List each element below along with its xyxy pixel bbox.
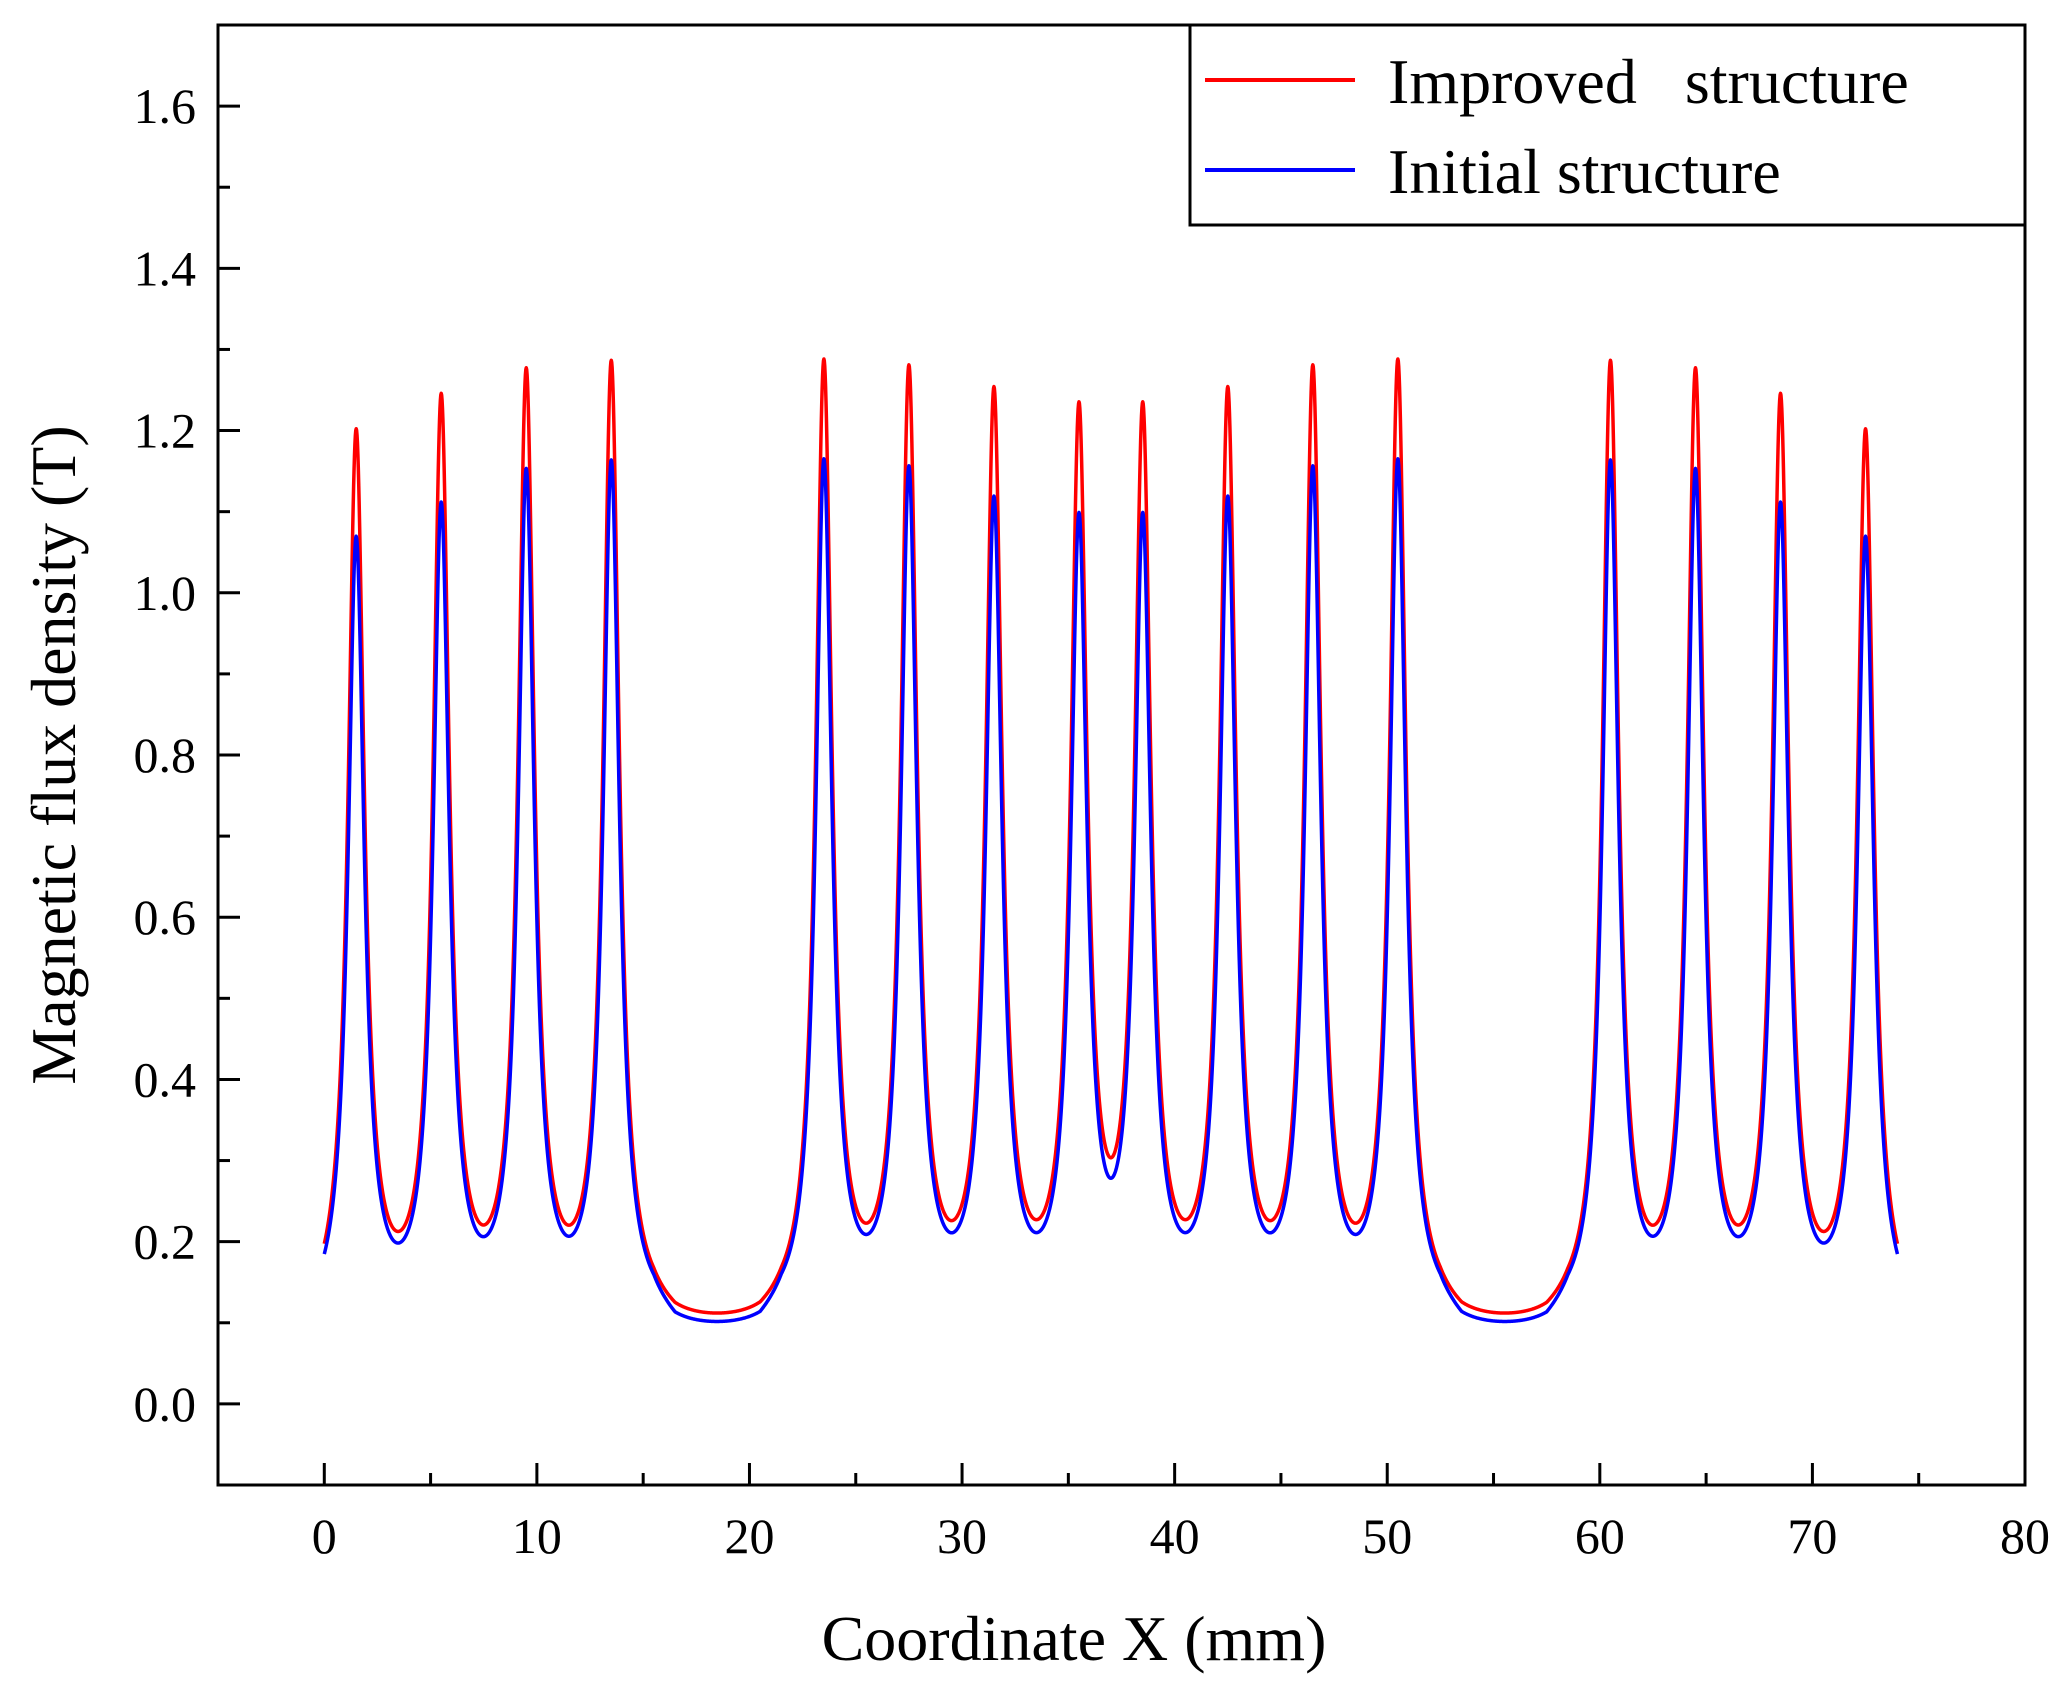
y-tick-label: 0.8 <box>134 727 197 783</box>
series-line-initial <box>322 457 1900 1324</box>
legend-box <box>1188 23 2027 227</box>
legend-label-initial: Initial structure <box>1388 136 1781 207</box>
legend-label-improved: Improved structure <box>1388 46 1909 117</box>
x-tick-label: 40 <box>1150 1508 1200 1564</box>
x-tick-label: 30 <box>937 1508 987 1564</box>
x-tick-label: 0 <box>312 1508 337 1564</box>
x-axis-ticks: 0 10 20 30 40 50 60 70 80 <box>312 1463 2050 1564</box>
y-axis-title: Magnetic flux density (T) <box>18 425 89 1084</box>
y-tick-label: 1.2 <box>134 403 197 459</box>
y-tick-label: 1.6 <box>134 78 197 134</box>
x-axis-title: Coordinate X (mm) <box>822 1603 1327 1674</box>
x-tick-label: 20 <box>724 1508 774 1564</box>
series-layer <box>322 357 1900 1324</box>
y-tick-label: 1.4 <box>134 240 197 296</box>
y-tick-label: 0.4 <box>134 1051 197 1107</box>
y-tick-label: 1.0 <box>134 565 197 621</box>
y-tick-label: 0.0 <box>134 1376 197 1432</box>
y-axis-ticks: 0.0 0.2 0.4 0.6 0.8 1.0 1.2 1.4 1.6 <box>134 78 240 1432</box>
y-tick-label: 0.6 <box>134 889 197 945</box>
x-tick-label: 60 <box>1575 1508 1625 1564</box>
x-tick-label: 10 <box>512 1508 562 1564</box>
legend: Improved structure Initial structure <box>1188 23 2027 227</box>
x-tick-label: 70 <box>1787 1508 1837 1564</box>
series-line-improved <box>322 357 1900 1315</box>
y-tick-label: 0.2 <box>134 1214 197 1270</box>
x-tick-label: 50 <box>1362 1508 1412 1564</box>
x-tick-label: 80 <box>2000 1508 2050 1564</box>
plot-frame <box>216 23 2027 1487</box>
